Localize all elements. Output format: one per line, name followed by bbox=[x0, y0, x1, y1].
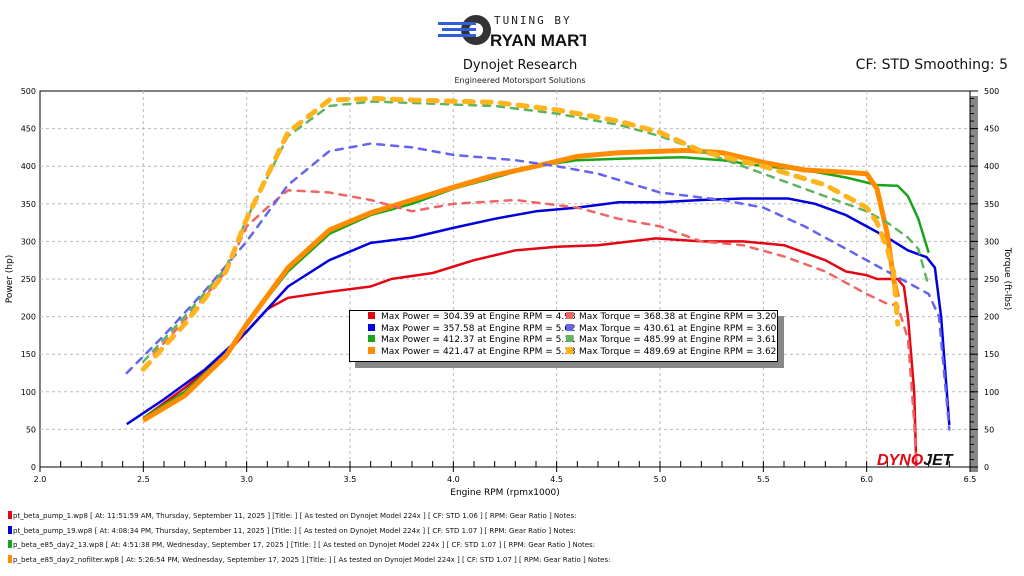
legend-swatch bbox=[566, 323, 573, 331]
y-axis-label: Power (hp) bbox=[5, 255, 15, 304]
y-tick-label: 250 bbox=[21, 275, 36, 284]
y2-tick-label: 0 bbox=[984, 463, 989, 472]
legend-entry: Max Torque = 430.61 at Engine RPM = 3.60 bbox=[566, 323, 777, 334]
legend-swatch bbox=[368, 346, 375, 354]
legend-entry: Max Torque = 489.69 at Engine RPM = 3.62 bbox=[566, 346, 777, 357]
y-tick-label: 450 bbox=[21, 125, 36, 134]
y2-tick-label: 250 bbox=[984, 275, 999, 284]
run-info-line: p_beta_e85_day2_nofilter.wp8 [ At: 5:26:… bbox=[8, 554, 611, 564]
y-tick-label: 50 bbox=[26, 425, 36, 434]
y2-tick-label: 150 bbox=[984, 350, 999, 359]
x-tick-label: 3.5 bbox=[344, 475, 357, 484]
y2-tick-label: 350 bbox=[984, 200, 999, 209]
legend-text: Max Power = 304.39 at Engine RPM = 4.98 bbox=[381, 312, 576, 322]
legend-swatch bbox=[368, 335, 375, 342]
legend-swatch bbox=[566, 346, 573, 354]
plot-shadow bbox=[970, 96, 978, 472]
legend-swatch bbox=[566, 312, 573, 319]
legend-entry: Max Power = 412.37 at Engine RPM = 5.11 bbox=[368, 335, 576, 345]
svg-text:RYAN MARTIN: RYAN MARTIN bbox=[490, 31, 586, 50]
y-tick-label: 500 bbox=[21, 87, 36, 96]
run-info-line: p_beta_e85_day2_13.wp8 [ At: 4:51:38 PM,… bbox=[8, 540, 595, 549]
x-tick-label: 3.0 bbox=[240, 475, 253, 484]
legend-entry: Max Power = 421.47 at Engine RPM = 5.13 bbox=[368, 346, 576, 357]
legend-text: Max Power = 412.37 at Engine RPM = 5.11 bbox=[381, 335, 576, 345]
power-curve-1 bbox=[126, 197, 951, 426]
power-curve-3 bbox=[142, 147, 901, 423]
run-info-text: p_beta_e85_day2_nofilter.wp8 [ At: 5:26:… bbox=[13, 555, 611, 564]
legend-entry: Max Power = 304.39 at Engine RPM = 4.98 bbox=[368, 312, 576, 322]
y-tick-label: 300 bbox=[21, 237, 36, 246]
torque-curve-7 bbox=[140, 96, 901, 372]
y-tick-label: 200 bbox=[21, 313, 36, 322]
y-tick-label: 100 bbox=[21, 388, 36, 397]
y-tick-label: 400 bbox=[21, 162, 36, 171]
run-color-swatch bbox=[8, 525, 12, 534]
company-name: Dynojet Research bbox=[462, 58, 578, 73]
dynojet-watermark: DYNOJET bbox=[877, 452, 954, 469]
legend-text: Max Torque = 489.69 at Engine RPM = 3.62 bbox=[579, 346, 777, 357]
run-color-swatch bbox=[8, 540, 12, 549]
run-color-swatch bbox=[8, 511, 12, 519]
torque-curve-4 bbox=[152, 189, 918, 469]
x-tick-label: 5.5 bbox=[757, 475, 770, 484]
y2-tick-label: 200 bbox=[984, 313, 999, 322]
x-tick-label: 6.5 bbox=[964, 475, 977, 484]
svg-text:TUNING BY: TUNING BY bbox=[494, 14, 572, 27]
legend-entry: Max Torque = 485.99 at Engine RPM = 3.61 bbox=[566, 335, 776, 345]
x-tick-label: 4.0 bbox=[447, 475, 460, 484]
run-info-line: pt_beta_pump_19.wp8 [ At: 4:08:34 PM, Th… bbox=[8, 525, 576, 535]
run-info-text: pt_beta_pump_19.wp8 [ At: 4:08:34 PM, Th… bbox=[13, 526, 576, 535]
y2-tick-label: 300 bbox=[984, 237, 999, 246]
x-tick-label: 6.0 bbox=[860, 475, 873, 484]
company-tagline: Engineered Motorsport Solutions bbox=[454, 76, 586, 85]
legend-text: Max Power = 421.47 at Engine RPM = 5.13 bbox=[381, 346, 576, 357]
x-tick-label: 2.0 bbox=[34, 475, 47, 484]
x-tick-label: 5.0 bbox=[654, 475, 667, 484]
legend-swatch bbox=[368, 312, 375, 319]
power-curve-0 bbox=[142, 237, 918, 468]
run-color-swatch bbox=[8, 554, 12, 563]
y2-axis-label: Torque (ft-lbs) bbox=[1002, 247, 1012, 311]
torque-curve-6 bbox=[142, 100, 930, 363]
chart-legend: Max Power = 304.39 at Engine RPM = 4.98 M… bbox=[349, 310, 778, 362]
legend-text: Max Torque = 430.61 at Engine RPM = 3.60 bbox=[579, 323, 777, 334]
y2-tick-label: 450 bbox=[984, 125, 999, 134]
y-tick-label: 150 bbox=[21, 350, 36, 359]
legend-entry: Max Power = 357.58 at Engine RPM = 5.62 bbox=[368, 323, 576, 334]
legend-text: Max Torque = 368.38 at Engine RPM = 3.20 bbox=[579, 312, 777, 322]
x-tick-label: 4.5 bbox=[550, 475, 563, 484]
legend-entry: Max Torque = 368.38 at Engine RPM = 3.20 bbox=[566, 312, 776, 322]
y2-tick-label: 50 bbox=[984, 425, 994, 434]
y2-tick-label: 100 bbox=[984, 388, 999, 397]
legend-text: Max Power = 357.58 at Engine RPM = 5.62 bbox=[381, 323, 576, 334]
y2-tick-label: 400 bbox=[984, 162, 999, 171]
tuning-by-ryan-martin-logo: TUNING BY RYAN MARTIN bbox=[438, 14, 586, 50]
run-info-text: p_beta_e85_day2_13.wp8 [ At: 4:51:38 PM,… bbox=[13, 541, 596, 550]
legend-swatch bbox=[566, 335, 573, 342]
x-axis-label: Engine RPM (rpmx1000) bbox=[450, 488, 559, 498]
y-tick-label: 350 bbox=[21, 200, 36, 209]
legend-swatch bbox=[368, 323, 375, 331]
y-tick-label: 0 bbox=[31, 463, 36, 472]
run-info-line: pt_beta_pump_1.wp8 [ At: 11:51:59 AM, Th… bbox=[8, 511, 576, 520]
torque-curve-5 bbox=[125, 142, 951, 431]
y2-tick-label: 500 bbox=[984, 87, 999, 96]
legend-text: Max Torque = 485.99 at Engine RPM = 3.61 bbox=[579, 335, 777, 345]
x-tick-label: 2.5 bbox=[137, 475, 150, 484]
correction-settings: CF: STD Smoothing: 5 bbox=[855, 57, 1008, 73]
run-info-text: pt_beta_pump_1.wp8 [ At: 11:51:59 AM, Th… bbox=[13, 512, 577, 520]
